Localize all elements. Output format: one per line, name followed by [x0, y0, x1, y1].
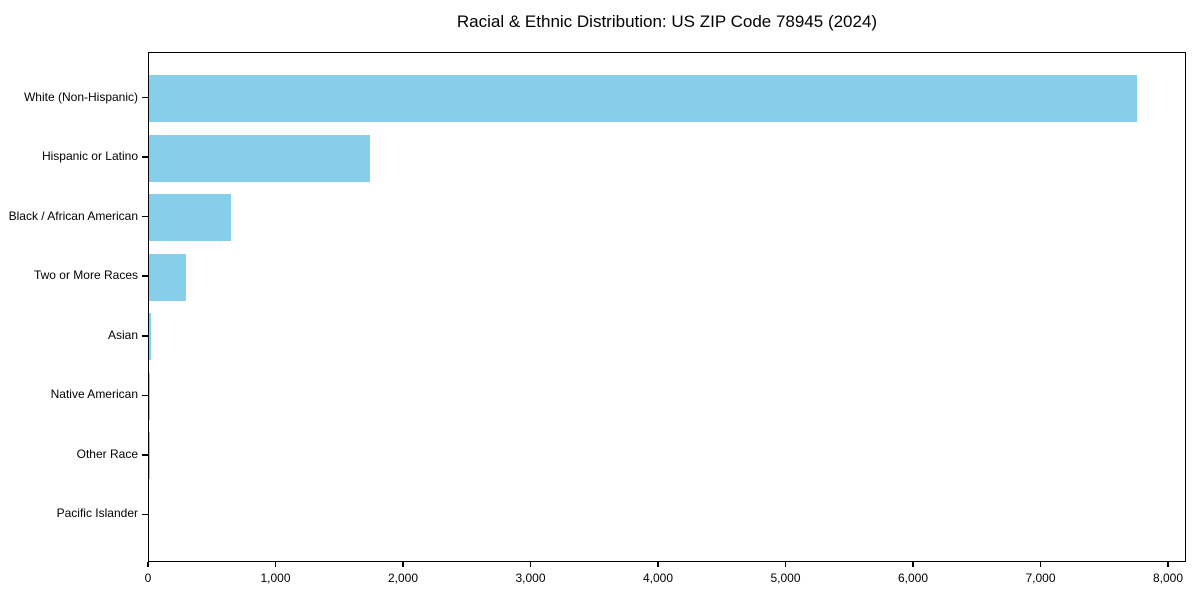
bar-native-american: [149, 372, 151, 420]
y-tick-label: Other Race: [76, 446, 138, 461]
x-tick-label: 6,000: [897, 571, 929, 585]
x-tick-label: 0: [144, 571, 152, 585]
x-tick: [1039, 562, 1042, 567]
bar-two-or-more-races: [149, 253, 186, 301]
x-tick-label: 5,000: [770, 571, 801, 585]
x-tick-label: 8,000: [1152, 571, 1184, 585]
plot-area: [148, 52, 1186, 562]
y-tick: [142, 454, 148, 456]
x-tick-label: 4,000: [642, 571, 674, 585]
x-tick: [147, 562, 149, 567]
y-tick-label: Pacific Islander: [56, 506, 138, 521]
x-tick: [657, 562, 659, 567]
y-tick-label: White (Non-Hispanic): [23, 89, 138, 104]
y-tick: [142, 335, 148, 337]
y-tick: [142, 275, 148, 277]
y-tick: [142, 156, 148, 158]
y-tick-label: Black / African American: [8, 208, 138, 223]
x-tick: [784, 562, 787, 567]
x-tick-label: 1,000: [260, 571, 291, 585]
bar-hispanic-or-latino: [149, 134, 370, 182]
bar-white-non-hispanic: [149, 75, 1138, 122]
y-tick: [142, 513, 148, 516]
x-tick-label: 2,000: [387, 571, 419, 585]
y-tick: [142, 96, 148, 99]
x-tick: [402, 562, 404, 567]
x-tick: [274, 562, 277, 567]
y-tick-label: Asian: [107, 327, 138, 342]
bar-black-african-american: [149, 194, 231, 242]
x-tick: [1167, 562, 1169, 567]
x-tick: [529, 562, 532, 567]
y-tick: [142, 215, 148, 218]
x-tick: [912, 562, 914, 567]
y-tick-label: Hispanic or Latino: [41, 149, 138, 164]
x-tick-label: 3,000: [515, 571, 546, 585]
y-tick-label: Native American: [50, 387, 138, 402]
chart-title: Racial & Ethnic Distribution: US ZIP Cod…: [456, 12, 878, 31]
y-tick-label: Two or More Races: [33, 268, 138, 283]
bar-other-race: [149, 432, 150, 480]
x-tick-label: 7,000: [1025, 571, 1056, 585]
y-tick: [142, 394, 148, 397]
bar-asian: [149, 313, 151, 361]
